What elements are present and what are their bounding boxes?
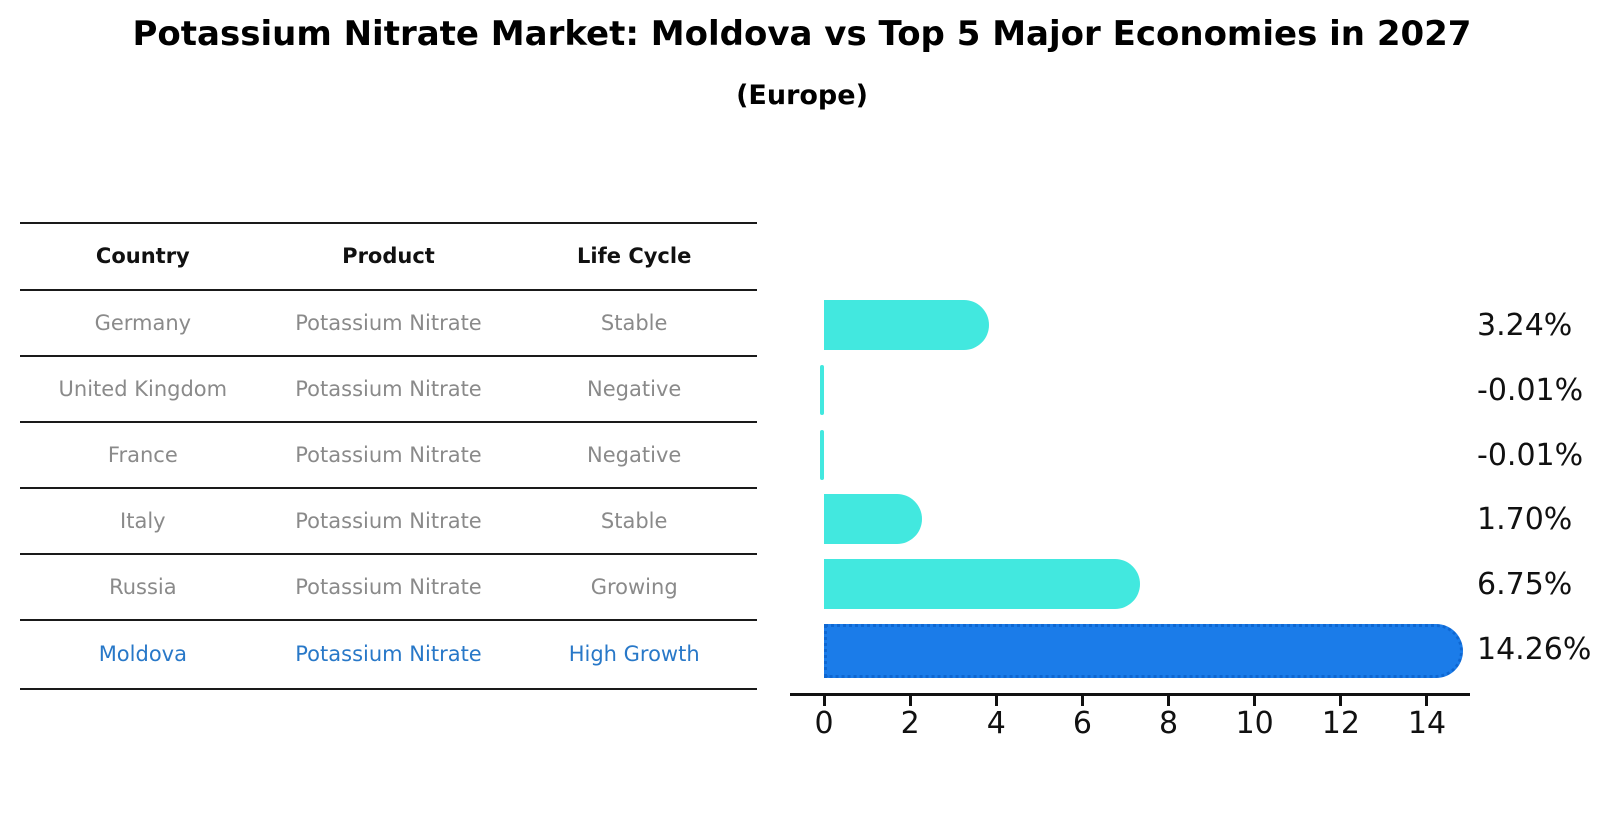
cell-product: Potassium Nitrate <box>295 443 482 467</box>
x-tick-label: 6 <box>1072 706 1092 741</box>
cell-product: Potassium Nitrate <box>295 311 482 335</box>
x-tick-label: 14 <box>1407 706 1447 741</box>
chart-subtitle: (Europe) <box>736 80 868 111</box>
bar-moldova <box>824 624 1464 678</box>
cell-product: Potassium Nitrate <box>295 509 482 533</box>
table-row-united-kingdom: United Kingdom Potassium Nitrate Negative <box>20 357 757 423</box>
cell-country: Moldova <box>98 642 187 666</box>
cell-country: Russia <box>109 575 177 599</box>
x-tick-mark <box>1167 696 1171 706</box>
x-tick-mark <box>1253 696 1257 706</box>
col-header-product: Product <box>342 244 435 268</box>
x-tick-label: 4 <box>986 706 1006 741</box>
value-label-moldova: 14.26% <box>1477 632 1592 667</box>
x-tick-label: 2 <box>900 706 920 741</box>
cell-country: United Kingdom <box>58 377 228 401</box>
x-tick-mark <box>1080 696 1084 706</box>
cell-country: Germany <box>94 311 192 335</box>
x-tick-mark <box>908 696 912 706</box>
x-tick-label: 8 <box>1159 706 1179 741</box>
table-body: Germany Potassium Nitrate Stable United Kin… <box>20 291 757 690</box>
x-tick-mark <box>994 696 998 706</box>
x-axis-line <box>790 693 1470 696</box>
value-label-united-kingdom: -0.01% <box>1477 373 1584 408</box>
table-row-france: France Potassium Nitrate Negative <box>20 423 757 489</box>
table-row-germany: Germany Potassium Nitrate Stable <box>20 291 757 357</box>
country-table: Country Product Life Cycle Germany Potass… <box>20 222 757 690</box>
cell-life-cycle: Stable <box>600 509 668 533</box>
bar-france <box>820 430 824 480</box>
table-row-moldova: Moldova Potassium Nitrate High Growth <box>20 621 757 690</box>
cell-country: France <box>107 443 178 467</box>
bar-germany <box>824 300 989 350</box>
value-label-russia: 6.75% <box>1477 567 1573 602</box>
x-tick-label: 0 <box>814 706 834 741</box>
table-header-row: Country Product Life Cycle <box>20 224 757 291</box>
value-label-germany: 3.24% <box>1477 308 1573 343</box>
x-tick-label: 10 <box>1235 706 1274 741</box>
cell-product: Potassium Nitrate <box>295 377 482 401</box>
x-tick-mark <box>1425 696 1429 706</box>
table-row-russia: Russia Potassium Nitrate Growing <box>20 555 757 621</box>
cell-life-cycle: High Growth <box>568 642 700 666</box>
value-label-france: -0.01% <box>1477 438 1584 473</box>
bar-italy <box>824 494 923 544</box>
col-header-lifecycle: Life Cycle <box>577 244 692 268</box>
table-row-italy: Italy Potassium Nitrate Stable <box>20 489 757 555</box>
cell-life-cycle: Negative <box>587 377 682 401</box>
cell-product: Potassium Nitrate <box>295 575 482 599</box>
value-label-italy: 1.70% <box>1477 502 1573 537</box>
cell-life-cycle: Growing <box>590 575 678 599</box>
bar-russia <box>824 559 1140 609</box>
x-tick-label: 12 <box>1321 706 1360 741</box>
col-header-country: Country <box>95 244 190 268</box>
x-tick-mark <box>822 696 826 706</box>
cell-life-cycle: Stable <box>600 311 668 335</box>
cell-product: Potassium Nitrate <box>295 642 482 666</box>
cell-country: Italy <box>120 509 166 533</box>
chart-title: Potassium Nitrate Market: Moldova vs Top… <box>132 14 1472 54</box>
bar-united-kingdom <box>820 365 824 415</box>
x-tick-mark <box>1339 696 1343 706</box>
cell-life-cycle: Negative <box>587 443 682 467</box>
